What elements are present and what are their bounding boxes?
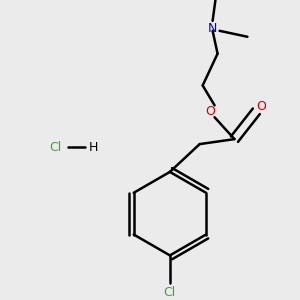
Text: N: N — [208, 22, 217, 35]
Text: Cl: Cl — [50, 141, 62, 154]
Text: Cl: Cl — [164, 286, 176, 299]
Text: O: O — [256, 100, 266, 113]
Text: H: H — [89, 141, 98, 154]
Text: O: O — [206, 105, 216, 118]
